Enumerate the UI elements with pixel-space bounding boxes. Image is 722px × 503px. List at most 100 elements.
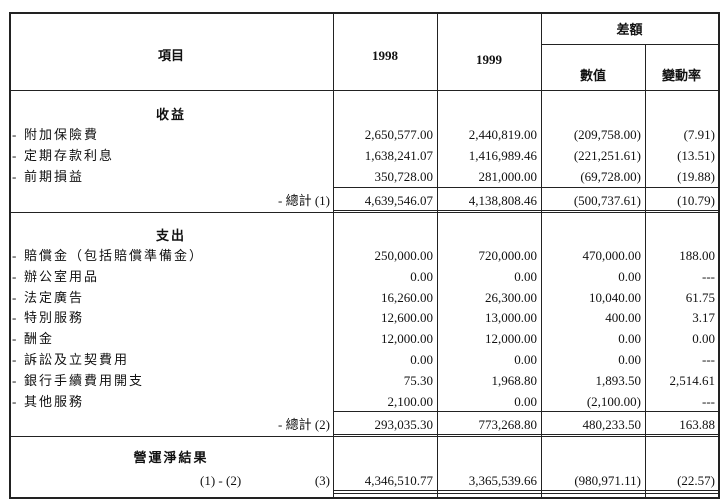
row-label: 賠償金（包括賠償準備金） bbox=[24, 248, 205, 263]
table-border-right bbox=[719, 12, 720, 497]
table-border-bottom bbox=[9, 498, 720, 499]
row-1998: 2,100.00 bbox=[387, 393, 434, 409]
row-1999: 13,000.00 bbox=[485, 310, 537, 326]
row-1998: 250,000.00 bbox=[374, 248, 434, 263]
row-diff: 1,893.50 bbox=[595, 372, 642, 388]
bullet: - bbox=[12, 352, 17, 367]
row-rate: 0.00 bbox=[692, 331, 715, 347]
row-diff: (69,728.00) bbox=[580, 169, 641, 184]
row-1999: 1,968.80 bbox=[491, 372, 538, 388]
column-divider bbox=[645, 44, 646, 497]
row-label: 訴訟及立契費用 bbox=[24, 352, 130, 367]
table-border-right bbox=[718, 12, 719, 497]
net-formula: (1) - (2) bbox=[200, 473, 242, 488]
row-1998: 12,600.00 bbox=[381, 310, 433, 326]
bullet: - bbox=[12, 310, 17, 326]
row-1999: 720,000.00 bbox=[478, 248, 538, 263]
row-label: 其他服務 bbox=[24, 393, 85, 409]
net-1998: 4,346,510.77 bbox=[364, 473, 433, 488]
row-1999: 0.00 bbox=[514, 352, 537, 367]
expense-total-1999: 773,268.80 bbox=[478, 417, 538, 432]
net-rate: (22.57) bbox=[677, 473, 715, 488]
row-rate: 3.17 bbox=[692, 310, 715, 326]
row-label: 定期存款利息 bbox=[24, 148, 115, 163]
column-divider bbox=[437, 12, 438, 497]
row-rate: 188.00 bbox=[679, 248, 715, 263]
row-diff: (209,758.00) bbox=[573, 127, 641, 142]
income-total-1999: 4,138,808.46 bbox=[468, 193, 537, 208]
row-label: 特別服務 bbox=[24, 310, 85, 326]
row-1999: 26,300.00 bbox=[485, 289, 537, 305]
bullet: - bbox=[12, 148, 17, 163]
header-value: 數值 bbox=[579, 68, 606, 83]
bullet: - bbox=[12, 393, 17, 409]
expense-total-diff: 480,233.50 bbox=[582, 417, 642, 432]
row-1998: 1,638,241.07 bbox=[364, 148, 433, 163]
row-1998: 12,000.00 bbox=[381, 331, 433, 347]
table-border-top bbox=[9, 12, 719, 13]
row-rate: --- bbox=[702, 393, 715, 409]
header-1999: 1999 bbox=[476, 52, 502, 67]
row-1999: 281,000.00 bbox=[478, 169, 538, 184]
row-1998: 0.00 bbox=[410, 352, 433, 367]
double-rule bbox=[333, 490, 718, 491]
income-total-rate: (10.79) bbox=[677, 193, 715, 208]
row-diff: (2,100.00) bbox=[586, 393, 641, 409]
subtotal-rule bbox=[333, 187, 718, 188]
net-diff: (980,971.11) bbox=[574, 473, 641, 488]
double-rule bbox=[9, 212, 718, 213]
row-rate: 61.75 bbox=[685, 289, 715, 305]
row-diff: 470,000.00 bbox=[582, 248, 642, 263]
row-rate: 2,514.61 bbox=[669, 372, 716, 388]
row-rate: (13.51) bbox=[677, 148, 715, 163]
row-rate: --- bbox=[702, 268, 715, 284]
bullet: - bbox=[12, 248, 17, 263]
net-ref: (3) bbox=[314, 473, 330, 488]
row-label: 法定廣告 bbox=[24, 289, 85, 305]
bullet: - bbox=[12, 372, 17, 388]
row-rate: (19.88) bbox=[677, 169, 715, 184]
column-divider bbox=[541, 12, 542, 497]
double-rule bbox=[333, 493, 718, 494]
income-total-label: - 總計 (1) bbox=[278, 193, 330, 208]
row-diff: 0.00 bbox=[618, 352, 641, 367]
row-1998: 350,728.00 bbox=[374, 169, 434, 184]
row-1999: 1,416,989.46 bbox=[468, 148, 537, 163]
row-1998: 16,260.00 bbox=[381, 289, 433, 305]
row-label: 附加保險費 bbox=[24, 127, 100, 142]
row-1999: 0.00 bbox=[514, 268, 537, 284]
row-1999: 2,440,819.00 bbox=[468, 127, 537, 142]
income-total-1998: 4,639,546.07 bbox=[364, 193, 433, 208]
row-1999: 12,000.00 bbox=[485, 331, 537, 347]
row-1998: 0.00 bbox=[410, 268, 433, 284]
row-diff: (221,251.61) bbox=[573, 148, 641, 163]
expense-total-1998: 293,035.30 bbox=[374, 417, 434, 432]
header-1998: 1998 bbox=[372, 48, 398, 63]
header-difference: 差額 bbox=[616, 22, 643, 37]
row-rate: --- bbox=[702, 352, 715, 367]
header-bottom bbox=[9, 90, 718, 91]
table-border-top bbox=[9, 13, 719, 14]
table-border-left bbox=[9, 12, 10, 497]
row-diff: 10,040.00 bbox=[589, 289, 641, 305]
expense-total-rate: 163.88 bbox=[679, 417, 715, 432]
section-expense-title: 支出 bbox=[155, 228, 186, 243]
double-rule bbox=[333, 434, 718, 435]
bullet: - bbox=[12, 268, 17, 284]
expense-total-label: - 總計 (2) bbox=[278, 417, 330, 432]
table-border-left bbox=[10, 12, 11, 497]
bullet: - bbox=[12, 169, 17, 184]
column-divider bbox=[333, 12, 334, 497]
income-total-diff: (500,737.61) bbox=[573, 193, 641, 208]
row-label: 前期損益 bbox=[24, 169, 85, 184]
row-label: 辦公室用品 bbox=[24, 268, 100, 284]
table-border-bottom bbox=[9, 497, 720, 498]
bullet: - bbox=[12, 127, 17, 142]
header-change-rate: 變動率 bbox=[661, 68, 701, 83]
bullet: - bbox=[12, 289, 17, 305]
row-1999: 0.00 bbox=[514, 393, 537, 409]
header-item: 項目 bbox=[157, 48, 184, 63]
row-1998: 75.30 bbox=[403, 372, 433, 388]
bullet: - bbox=[12, 331, 17, 347]
double-rule bbox=[9, 436, 718, 437]
